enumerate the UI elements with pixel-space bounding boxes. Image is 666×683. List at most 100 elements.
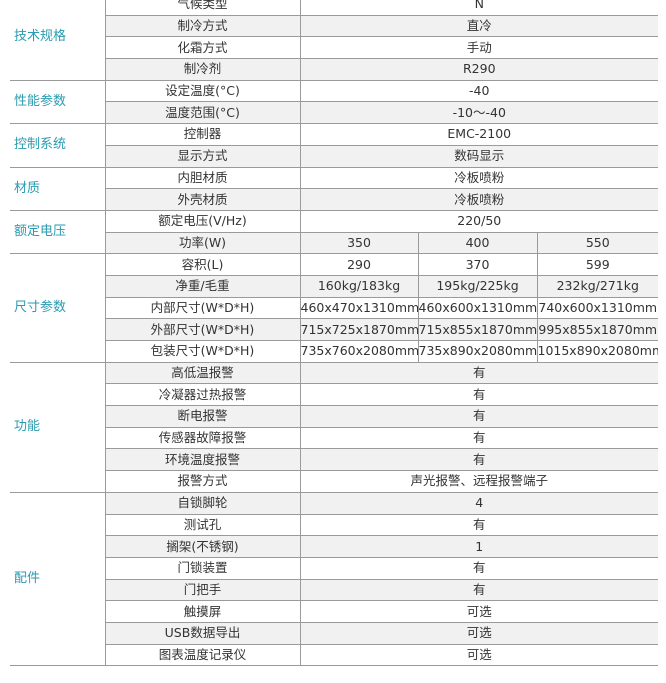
- table-row: 温度范围(°C) -10～-40: [10, 101, 659, 125]
- param-value: 195kg/225kg: [418, 275, 538, 298]
- table-row: 门锁装置有: [10, 557, 659, 580]
- param-label: 气候类型: [105, 0, 301, 16]
- category-label: 性能参数: [10, 80, 106, 125]
- param-value: 550: [537, 232, 659, 255]
- param-label: 制冷方式: [105, 15, 301, 38]
- param-value: 有: [300, 514, 659, 537]
- table-row: 断电报警有: [10, 405, 659, 428]
- table-row: 制冷方式 直冷: [10, 15, 659, 38]
- table-row: 搁架(不锈钢) 1: [10, 535, 659, 558]
- param-value: 715x725x1870mm: [300, 318, 419, 341]
- param-value: 1015x890x2080mm: [537, 340, 659, 363]
- param-value: 冷板喷粉: [300, 188, 659, 211]
- param-label: 控制器: [105, 123, 301, 146]
- table-row: 化霜方式 手动: [10, 36, 659, 60]
- param-label: 额定电压(V/Hz): [105, 210, 301, 233]
- param-label: 传感器故障报警: [105, 427, 301, 450]
- param-label: 容积(L): [105, 253, 301, 276]
- param-label: 冷凝器过热报警: [105, 383, 301, 407]
- spec-table: 技术规格 气候类型 N 制冷方式 直冷 化霜方式 手动 制冷剂 R290 性能参数 设定温度(°C)…: [10, 0, 659, 667]
- param-value: 715x855x1870mm: [418, 318, 538, 341]
- param-label: 内部尺寸(W*D*H): [105, 297, 301, 320]
- param-value: 可选: [300, 622, 659, 645]
- param-value: N: [300, 0, 659, 16]
- param-label: 报警方式: [105, 470, 301, 493]
- table-row: 传感器故障报警有: [10, 427, 659, 450]
- table-row: 功率(W) 350 400 550: [10, 232, 659, 255]
- param-value: 460x600x1310mm: [418, 297, 538, 320]
- param-label: 内胆材质: [105, 167, 301, 190]
- param-label: 门把手: [105, 579, 301, 602]
- param-value: 160kg/183kg: [300, 275, 419, 298]
- param-label: 制冷剂: [105, 58, 301, 81]
- param-value: 手动: [300, 36, 659, 60]
- table-row: 外部尺寸(W*D*H) 715x725x1870mm 715x855x1870mm 9…: [10, 318, 659, 341]
- param-label: 触摸屏: [105, 600, 301, 623]
- param-value: 400: [418, 232, 538, 255]
- param-label: 高低温报警: [105, 362, 301, 385]
- table-row: 材质 内胆材质 冷板喷粉: [10, 167, 659, 211]
- param-value: 290: [300, 253, 419, 276]
- category-label: 尺寸参数: [10, 253, 106, 363]
- table-row: 制冷剂 R290: [10, 58, 659, 81]
- param-label: 门锁装置: [105, 557, 301, 580]
- param-value: 有: [300, 448, 659, 472]
- param-value: EMC-2100: [300, 123, 659, 146]
- param-label: 测试孔: [105, 514, 301, 537]
- param-label: 图表温度记录仪: [105, 644, 301, 667]
- table-row: 功能 高低温报警有: [10, 362, 659, 493]
- table-row: 额定电压 额定电压(V/Hz) 220/50: [10, 210, 659, 255]
- param-value: 有: [300, 579, 659, 602]
- category-label: 额定电压: [10, 210, 106, 255]
- param-value: 声光报警、远程报警端子: [300, 470, 659, 493]
- param-label: 包装尺寸(W*D*H): [105, 340, 301, 363]
- param-value: 370: [418, 253, 538, 276]
- param-label: 温度范围(°C): [105, 101, 301, 125]
- param-value: 有: [300, 383, 659, 407]
- param-value: 可选: [300, 644, 659, 667]
- param-value: -40: [300, 80, 659, 103]
- param-value: 735x760x2080mm: [300, 340, 419, 363]
- param-value: 740x600x1310mm: [537, 297, 659, 320]
- param-value: 232kg/271kg: [537, 275, 659, 298]
- table-row: 技术规格 气候类型 N: [10, 0, 659, 81]
- param-label: 设定温度(°C): [105, 80, 301, 103]
- param-value: 460x470x1310mm: [300, 297, 419, 320]
- param-label: 化霜方式: [105, 36, 301, 60]
- category-label: 材质: [10, 167, 106, 211]
- table-row: 环境温度报警有: [10, 448, 659, 472]
- param-label: 断电报警: [105, 405, 301, 428]
- param-value: 数码显示: [300, 145, 659, 168]
- table-row: 包装尺寸(W*D*H) 735x760x2080mm 735x890x2080mm 1…: [10, 340, 659, 363]
- table-row: 冷凝器过热报警有: [10, 383, 659, 407]
- param-value: 有: [300, 405, 659, 428]
- param-value: R290: [300, 58, 659, 81]
- category-label: 配件: [10, 492, 106, 667]
- param-label: 净重/毛重: [105, 275, 301, 298]
- param-label: 自锁脚轮: [105, 492, 301, 515]
- param-value: 599: [537, 253, 659, 276]
- param-value: 可选: [300, 600, 659, 623]
- table-row: 图表温度记录仪 可选: [10, 644, 659, 667]
- param-label: 外部尺寸(W*D*H): [105, 318, 301, 341]
- category-label: 控制系统: [10, 123, 106, 168]
- param-value: 有: [300, 427, 659, 450]
- param-value: 220/50: [300, 210, 659, 233]
- table-row: 内部尺寸(W*D*H) 460x470x1310mm 460x600x1310mm 7…: [10, 297, 659, 320]
- param-label: 搁架(不锈钢): [105, 535, 301, 558]
- table-row: 外壳材质 冷板喷粉: [10, 188, 659, 211]
- table-row: 显示方式 数码显示: [10, 145, 659, 168]
- category-label: 技术规格: [10, 0, 106, 81]
- param-value: 有: [300, 362, 659, 385]
- param-label: 外壳材质: [105, 188, 301, 211]
- table-row: 触摸屏 可选: [10, 600, 659, 623]
- param-label: 环境温度报警: [105, 448, 301, 472]
- param-label: 功率(W): [105, 232, 301, 255]
- table-row: 测试孔有: [10, 514, 659, 537]
- param-value: 995x855x1870mm: [537, 318, 659, 341]
- param-value: 350: [300, 232, 419, 255]
- param-label: USB数据导出: [105, 622, 301, 645]
- param-value: 1: [300, 535, 659, 558]
- table-row: 门把手有: [10, 579, 659, 602]
- param-value: 有: [300, 557, 659, 580]
